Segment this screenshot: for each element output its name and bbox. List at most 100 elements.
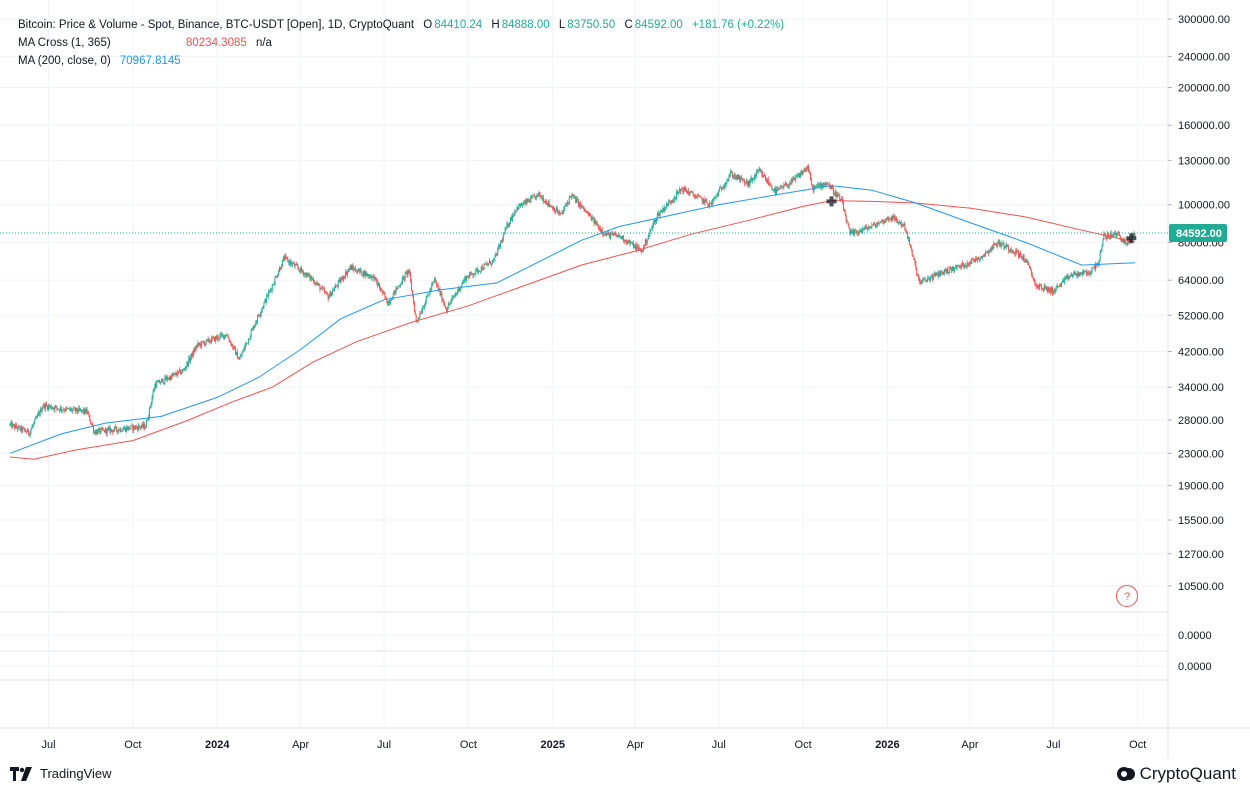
candle-body xyxy=(194,347,196,352)
candle-body xyxy=(649,230,651,235)
candle-body xyxy=(263,302,265,308)
candle-body xyxy=(694,196,696,199)
candle-body xyxy=(938,272,940,277)
candle-body xyxy=(1000,243,1002,247)
candle-body xyxy=(902,224,904,227)
candle-body xyxy=(330,291,332,297)
candle-body xyxy=(121,431,123,433)
legend-row-ma200[interactable]: MA (200, close, 0) 70967.8145 xyxy=(18,52,784,70)
candle-body xyxy=(188,357,190,366)
candle-body xyxy=(606,234,608,236)
candle-body xyxy=(48,405,50,410)
x-tick-label: Oct xyxy=(124,739,141,751)
candle-body xyxy=(852,230,854,233)
candle-body xyxy=(924,278,926,281)
candle-body xyxy=(941,270,943,273)
candle-body xyxy=(600,229,602,232)
candle-body xyxy=(475,268,477,274)
candle-body xyxy=(502,234,504,241)
candle-body xyxy=(855,231,857,233)
candle-body xyxy=(654,220,656,223)
tradingview-logo[interactable]: TradingView xyxy=(10,766,112,781)
candle-body xyxy=(511,217,513,220)
candle-body xyxy=(301,267,303,272)
candle-body xyxy=(466,276,468,281)
candle-body xyxy=(588,214,590,216)
candle-body xyxy=(768,183,770,185)
candle-body xyxy=(802,171,804,175)
candle-body xyxy=(1007,246,1009,251)
candle-body xyxy=(560,213,562,214)
candle-body xyxy=(262,307,264,309)
candle-body xyxy=(202,341,204,343)
candle-body xyxy=(90,420,92,424)
candle-body xyxy=(671,200,673,203)
candle-body xyxy=(594,220,596,224)
candle-body xyxy=(1041,288,1043,290)
candle-body xyxy=(342,276,344,280)
candle-body xyxy=(971,258,973,264)
candle-body xyxy=(439,289,441,296)
candle-body xyxy=(291,263,293,265)
candle-body xyxy=(625,239,627,243)
low-value: 83750.50 xyxy=(567,19,616,31)
candle-body xyxy=(524,200,526,203)
candle-body xyxy=(919,281,921,284)
candle-body xyxy=(114,426,116,428)
legend-row-ma-cross[interactable]: MA Cross (1, 365) 80234.3085 n/a xyxy=(18,34,784,52)
candle-body xyxy=(816,184,818,186)
candle-body xyxy=(306,273,308,278)
candle-body xyxy=(864,226,866,229)
candle-body xyxy=(710,203,712,205)
candle-body xyxy=(588,212,590,216)
candle-body xyxy=(457,287,459,292)
candle-body xyxy=(629,241,631,244)
candle-body xyxy=(19,426,21,431)
candle-body xyxy=(512,215,514,217)
candle-body xyxy=(666,203,668,207)
x-tick-label: 2026 xyxy=(875,739,899,751)
candle-body xyxy=(53,408,55,410)
candle-body xyxy=(1092,267,1094,269)
candle-body xyxy=(341,276,343,280)
candle-body xyxy=(74,408,76,412)
candle-body xyxy=(288,261,290,263)
candle-body xyxy=(519,204,521,207)
candle-body xyxy=(529,200,531,203)
candle-body xyxy=(906,230,908,234)
candle-body xyxy=(418,317,420,320)
candle-body xyxy=(218,338,220,340)
candle-body xyxy=(821,183,823,188)
candle-body xyxy=(735,177,737,179)
candle-body xyxy=(742,179,744,181)
candle-body xyxy=(328,296,330,300)
candle-body xyxy=(568,196,570,204)
candle-body xyxy=(547,201,549,206)
candle-body xyxy=(359,269,361,272)
candle-body xyxy=(386,297,388,303)
candle-body xyxy=(813,186,815,192)
candle-body xyxy=(548,201,550,206)
candle-body xyxy=(333,290,335,292)
candle-body xyxy=(652,225,654,229)
candle-body xyxy=(920,282,922,284)
candle-body xyxy=(92,426,94,433)
candle-body xyxy=(931,276,933,280)
candle-body xyxy=(879,221,881,224)
candle-body xyxy=(1040,284,1042,289)
candle-body xyxy=(452,296,454,299)
help-icon[interactable]: ? xyxy=(1116,585,1138,607)
candle-body xyxy=(572,194,574,196)
candle-body xyxy=(660,210,662,213)
candle-body xyxy=(882,220,884,224)
candle-body xyxy=(498,245,500,249)
candle-body xyxy=(77,411,79,413)
candle-body xyxy=(647,237,649,241)
candle-body xyxy=(1122,239,1124,243)
price-chart[interactable]: 300000.00 240000.00 200000.00 160000.00 1300… xyxy=(0,0,1250,760)
candle-body xyxy=(808,165,810,173)
candle-body xyxy=(58,408,60,410)
candle-body xyxy=(537,193,539,195)
candle-body xyxy=(1119,235,1121,239)
candle-body xyxy=(701,198,703,203)
